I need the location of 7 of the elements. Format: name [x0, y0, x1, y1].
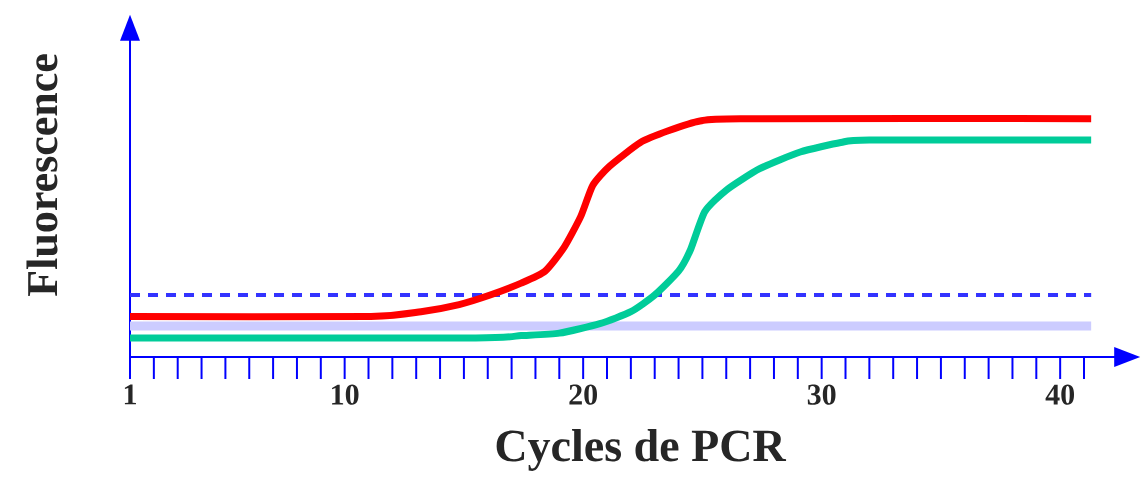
x-tick-label: 20: [569, 384, 598, 405]
x-tick-label: 1: [124, 384, 136, 405]
y-axis-title: Fluorescence: [26, 54, 58, 297]
x-axis-title: Cycles de PCR: [496, 429, 787, 471]
x-tick-label: 40: [1045, 384, 1075, 405]
x-tick-label: 10: [332, 384, 359, 405]
x-tick-label: 30: [807, 384, 836, 405]
